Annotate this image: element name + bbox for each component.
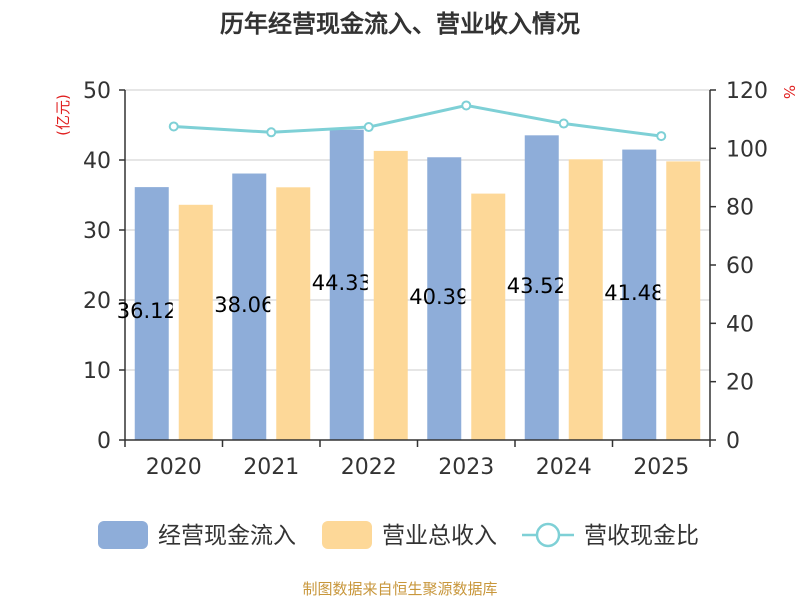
x-tick-label-2020: 2020 [146, 455, 202, 480]
bar-cash-inflow-2024 [524, 135, 559, 440]
ratio-point-2024 [558, 118, 569, 129]
right-tick-label: 0 [726, 429, 740, 454]
bar-revenue-2024 [568, 159, 603, 441]
right-tick-label: 40 [726, 312, 754, 337]
cash-inflow-data-label-2025: 41.489 [604, 281, 677, 305]
cash-inflow-data-label-2021: 38.068 [214, 293, 287, 317]
legend: 经营现金流入 营业总收入 营收现金比 [98, 521, 699, 549]
left-tick-label: 40 [83, 149, 111, 174]
ratio-line-series [168, 100, 667, 142]
left-tick-label: 0 [97, 429, 111, 454]
legend-label: 营收现金比 [584, 523, 699, 549]
right-tick-label: 120 [726, 79, 768, 104]
legend-item-2: 营业总收入 [322, 521, 497, 549]
bar-cash-inflow-2022 [329, 129, 364, 440]
right-tick-label: 20 [726, 371, 754, 396]
legend-swatch [322, 521, 372, 549]
ratio-point-2021 [266, 127, 277, 138]
ratio-point-2023 [461, 100, 472, 111]
bar-revenue-2021 [276, 187, 311, 440]
cash-inflow-data-label-2020: 36.127 [117, 299, 190, 323]
right-tick-label: 60 [726, 254, 754, 279]
x-tick-label-2022: 2022 [341, 455, 397, 480]
ratio-point-2022 [363, 122, 374, 133]
axes: 0 10 20 30 40 50 0 20 40 60 80 100 120 2020 2021 2022 20… [83, 79, 768, 480]
bar-revenue-2022 [373, 150, 408, 440]
left-tick-label: 50 [83, 79, 111, 104]
ratio-point-2025 [656, 131, 667, 142]
bar-cash-inflow-2021 [232, 173, 267, 441]
legend-swatch [98, 521, 148, 549]
ratio-point-2020 [168, 121, 179, 132]
ratio-line [173, 103, 662, 138]
x-tick-label-2025: 2025 [633, 455, 689, 480]
cash-inflow-data-label-2024: 43.526 [507, 274, 580, 298]
legend-label: 营业总收入 [382, 523, 497, 549]
left-tick-label: 30 [83, 219, 111, 244]
bar-cash-inflow-2025 [622, 149, 657, 440]
right-tick-label: 80 [726, 196, 754, 221]
right-tick-label: 100 [726, 137, 768, 162]
source-note: 制图数据来自恒生聚源数据库 [302, 580, 497, 598]
cash-inflow-data-label-2022: 44.332 [312, 271, 385, 295]
left-tick-label: 10 [83, 359, 111, 384]
chart-title: 历年经营现金流入、营业收入情况 [220, 10, 580, 38]
legend-marker [535, 522, 561, 548]
x-tick-label-2021: 2021 [243, 455, 299, 480]
cash-inflow-data-label-2023: 40.391 [409, 285, 482, 309]
gridlines [125, 89, 710, 371]
bar-revenue-2023 [471, 193, 506, 440]
bars [134, 129, 701, 441]
bar-revenue-2020 [178, 204, 213, 440]
right-axis-unit: % [780, 85, 798, 99]
bar-cash-inflow-2023 [427, 157, 462, 440]
legend-item-1: 经营现金流入 [98, 521, 296, 549]
left-axis-unit: (亿元) [54, 94, 72, 136]
data-labels: 36.127 38.068 44.332 40.391 43.526 41.489 [117, 271, 677, 323]
bar-revenue-2025 [666, 161, 701, 440]
bar-cash-inflow-2020 [134, 187, 169, 440]
legend-item-3: 营收现金比 [522, 522, 699, 549]
left-tick-label: 20 [83, 289, 111, 314]
x-tick-label-2023: 2023 [438, 455, 494, 480]
legend-label: 经营现金流入 [158, 523, 296, 549]
x-tick-label-2024: 2024 [536, 455, 592, 480]
